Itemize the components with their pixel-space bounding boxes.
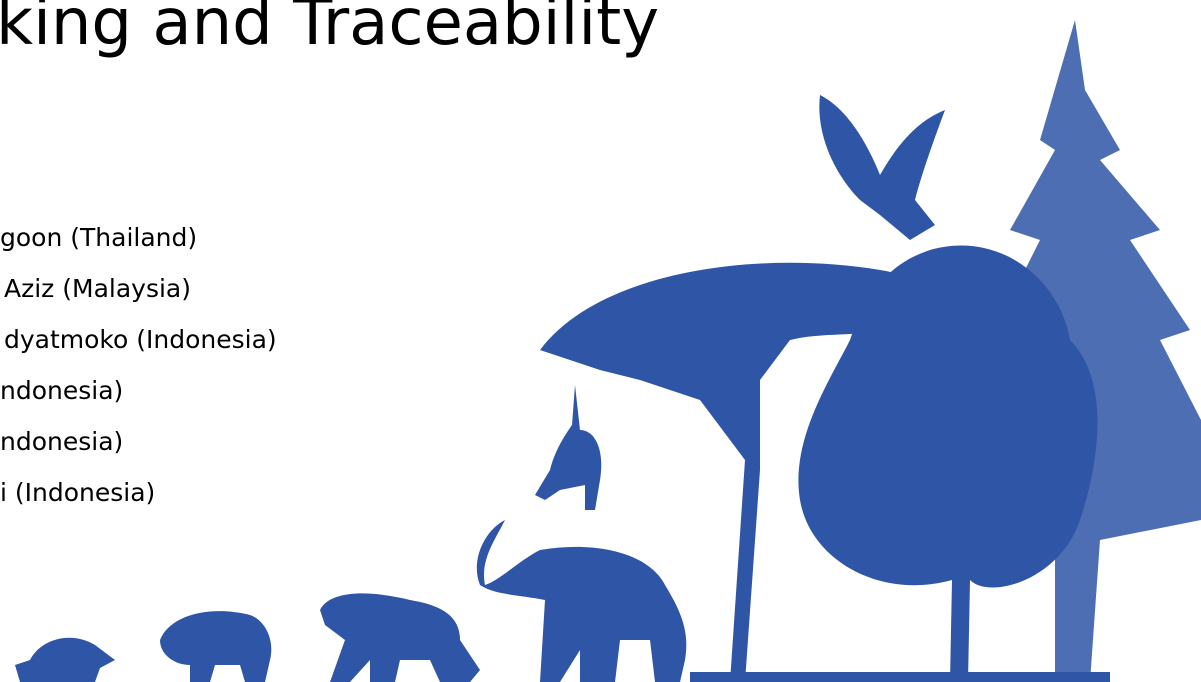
list-item: ndonesia) <box>0 373 277 424</box>
eagle <box>819 95 945 240</box>
list-item: i (Indonesia) <box>0 475 277 526</box>
slide-title: king and Traceability <box>0 0 659 60</box>
ground <box>690 672 1110 682</box>
tiger <box>320 593 480 682</box>
elephant <box>477 520 686 682</box>
slide: {"header": {"title": "king and Traceabil… <box>0 0 1201 682</box>
list-item: ndonesia) <box>0 424 277 475</box>
list-item: goon (Thailand) <box>0 220 277 271</box>
monkey <box>535 385 601 510</box>
list-item: dyatmoko (Indonesia) <box>0 322 277 373</box>
boar <box>160 611 271 682</box>
turtle <box>15 638 115 682</box>
list-item: Aziz (Malaysia) <box>0 271 277 322</box>
name-list: goon (Thailand) Aziz (Malaysia) dyatmoko… <box>0 220 277 526</box>
